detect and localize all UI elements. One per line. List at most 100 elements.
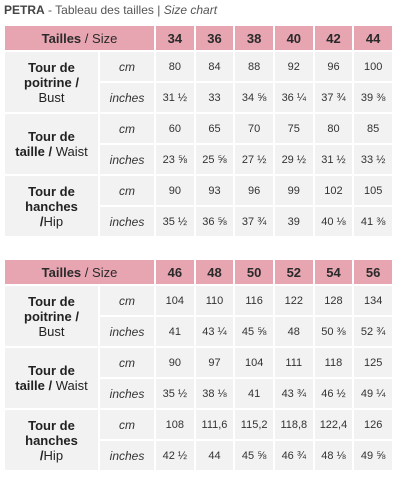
hips-label: Tour de hanches /Hip (5, 410, 98, 470)
unit-cm: cm (100, 114, 154, 143)
measurement-cell: 41 ⅜ (354, 207, 392, 236)
measurement-cell: 125 (354, 348, 392, 377)
measurement-cell: 33 ½ (354, 145, 392, 174)
size-header-cell: 44 (354, 26, 392, 50)
unit-inches: inches (100, 145, 154, 174)
measurement-cell: 50 ⅜ (314, 317, 353, 346)
measurement-cell: 90 (156, 176, 194, 205)
measurement-cell: 90 (156, 348, 194, 377)
measurement-cell: 43 ¾ (274, 379, 313, 408)
unit-inches: inches (100, 317, 154, 346)
measurement-cell: 118 (314, 348, 353, 377)
measurement-cell: 37 ¾ (235, 207, 273, 236)
title-separator: - (48, 3, 53, 17)
unit-inches: inches (100, 83, 154, 112)
measurement-cell: 111,6 (195, 410, 234, 439)
measurement-cell: 108 (156, 410, 194, 439)
hips-in-row: inches 42 ½ 44 45 ⅝ 46 ¾ 48 ⅛ 49 ⅝ (5, 441, 392, 470)
measurement-cell: 49 ⅝ (354, 441, 392, 470)
measurement-cell: 75 (274, 114, 313, 143)
size-header-cell: 46 (156, 260, 194, 284)
measurement-cell: 46 ½ (314, 379, 353, 408)
measurement-cell: 36 ⅝ (195, 207, 234, 236)
page-title: PETRA - Tableau des tailles | Size chart (4, 2, 217, 18)
measurement-cell: 111 (274, 348, 313, 377)
measurement-cell: 46 ¾ (274, 441, 313, 470)
measurement-cell: 110 (195, 286, 234, 315)
measurement-cell: 88 (235, 52, 273, 81)
title-english: Size chart (163, 3, 218, 17)
hips-cm-row: Tour de hanches /Hip cm 90 93 96 99 102 105 (5, 176, 392, 236)
measurement-cell: 96 (235, 176, 273, 205)
measurement-cell: 115,2 (235, 410, 273, 439)
measurement-cell: 33 (195, 83, 234, 112)
measurement-cell: 34 ⅝ (235, 83, 273, 112)
measurement-cell: 45 ⅝ (235, 441, 273, 470)
size-header-cell: 48 (195, 260, 234, 284)
measurement-cell: 44 (195, 441, 234, 470)
measurement-cell: 29 ½ (274, 145, 313, 174)
measurement-cell: 25 ⅝ (195, 145, 234, 174)
measurement-cell: 39 (274, 207, 313, 236)
measurement-cell: 84 (195, 52, 234, 81)
measurement-cell: 42 ½ (156, 441, 194, 470)
measurement-cell: 122 (274, 286, 313, 315)
measurement-cell: 27 ½ (235, 145, 273, 174)
size-header-cell: 54 (314, 260, 353, 284)
measurement-cell: 36 ¼ (274, 83, 313, 112)
measurement-cell: 23 ⅝ (156, 145, 194, 174)
measurement-cell: 99 (274, 176, 313, 205)
measurement-cell: 104 (235, 348, 273, 377)
measurement-cell: 118,8 (274, 410, 313, 439)
hips-label: Tour de hanches /Hip (5, 176, 98, 236)
measurement-cell: 52 ¾ (354, 317, 392, 346)
waist-in-row: inches 23 ⅝ 25 ⅝ 27 ½ 29 ½ 31 ½ 33 ½ (5, 145, 392, 174)
measurement-cell: 48 ⅛ (314, 441, 353, 470)
measurement-cell: 43 ¼ (195, 317, 234, 346)
measurement-cell: 80 (314, 114, 353, 143)
bust-cm-row: Tour de poitrine / Bust cm 104 110 116 122 1… (5, 286, 392, 346)
waist-cm-row: Tour de taille / Waist cm 60 65 70 75 80 85 (5, 114, 392, 174)
waist-cm-row: Tour de taille / Waist cm 90 97 104 111 118 1… (5, 348, 392, 408)
size-table-2: Tailles / Size 46 48 50 52 54 56 Tour de poit… (3, 258, 394, 472)
bust-label: Tour de poitrine / Bust (5, 286, 98, 346)
measurement-cell: 49 ¼ (354, 379, 392, 408)
measurement-cell: 100 (354, 52, 392, 81)
size-header-cell: 40 (274, 26, 313, 50)
size-header-cell: 42 (314, 26, 353, 50)
bust-in-row: inches 31 ½ 33 34 ⅝ 36 ¼ 37 ¾ 39 ⅜ (5, 83, 392, 112)
unit-cm: cm (100, 286, 154, 315)
size-table-1: Tailles / Size 34 36 38 40 42 44 Tour de poit… (3, 24, 394, 238)
measurement-cell: 134 (354, 286, 392, 315)
sizes-header-label: Tailles / Size (5, 260, 154, 284)
size-header-cell: 38 (235, 26, 273, 50)
size-header-cell: 56 (354, 260, 392, 284)
measurement-cell: 104 (156, 286, 194, 315)
title-french: Tableau des tailles (55, 3, 154, 17)
size-header-cell: 50 (235, 260, 273, 284)
measurement-cell: 65 (195, 114, 234, 143)
measurement-cell: 41 (156, 317, 194, 346)
unit-cm: cm (100, 410, 154, 439)
unit-inches: inches (100, 441, 154, 470)
measurement-cell: 128 (314, 286, 353, 315)
hips-cm-row: Tour de hanches /Hip cm 108 111,6 115,2 118… (5, 410, 392, 470)
measurement-cell: 85 (354, 114, 392, 143)
measurement-cell: 92 (274, 52, 313, 81)
size-header-row: Tailles / Size 34 36 38 40 42 44 (5, 26, 392, 50)
measurement-cell: 60 (156, 114, 194, 143)
bust-label: Tour de poitrine / Bust (5, 52, 98, 112)
title-divider: | (157, 3, 161, 17)
measurement-cell: 70 (235, 114, 273, 143)
measurement-cell: 97 (195, 348, 234, 377)
measurement-cell: 102 (314, 176, 353, 205)
measurement-cell: 48 (274, 317, 313, 346)
measurement-cell: 39 ⅜ (354, 83, 392, 112)
measurement-cell: 96 (314, 52, 353, 81)
measurement-cell: 31 ½ (156, 83, 194, 112)
size-header-cell: 36 (195, 26, 234, 50)
measurement-cell: 31 ½ (314, 145, 353, 174)
hips-in-row: inches 35 ½ 36 ⅝ 37 ¾ 39 40 ⅛ 41 ⅜ (5, 207, 392, 236)
unit-cm: cm (100, 52, 154, 81)
